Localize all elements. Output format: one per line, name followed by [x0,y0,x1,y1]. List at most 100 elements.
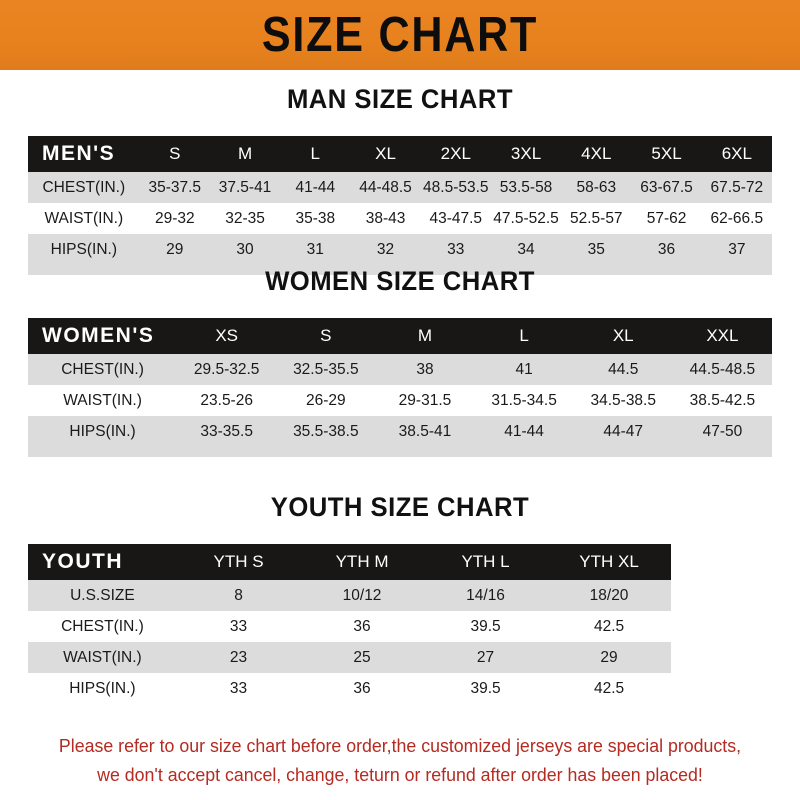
youth-cell: 33 [176,611,301,642]
women-row-label: WAIST(IN.) [28,385,178,416]
youth-size-header-2: YTH M [300,544,424,580]
women-table-row: CHEST(IN.) 29.5-32.5 32.5-35.5 38 41 44.5 44.5… [28,354,772,385]
youth-size-table: YOUTH YTH S YTH M YTH L YTH XL U.S.SIZE 8 10/… [28,544,772,704]
youth-cell: 42.5 [547,611,671,642]
youth-cell: 14/16 [423,580,548,611]
men-row-label: CHEST(IN.) [28,172,140,203]
youth-corner-label: YOUTH [28,544,177,580]
youth-cell: 39.5 [423,611,548,642]
women-cell: 23.5-26 [177,385,277,416]
page-title: SIZE CHART [261,7,539,62]
youth-cell: 42.5 [547,673,671,704]
women-size-header-2: S [276,318,376,354]
women-section-title: WOMEN SIZE CHART [265,266,535,296]
men-size-header-4: XL [350,136,421,172]
youth-size-header-4: YTH XL [547,544,671,580]
men-row-label: HIPS(IN.) [28,234,140,265]
disclaimer-note: Please refer to our size chart before or… [16,732,784,789]
youth-table-tail [28,704,772,714]
youth-cell: 18/20 [547,580,671,611]
women-cell: 44-47 [573,416,673,447]
men-cell: 33 [420,234,491,265]
women-table-body: CHEST(IN.) 29.5-32.5 32.5-35.5 38 41 44.5 44.5… [28,354,772,447]
men-cell: 30 [209,234,281,265]
women-cell: 34.5-38.5 [573,385,673,416]
men-size-header-6: 3XL [490,136,562,172]
women-cell: 35.5-38.5 [276,416,376,447]
women-cell: 47-50 [672,416,772,447]
youth-size-header-3: YTH L [423,544,548,580]
men-size-header-2: M [209,136,281,172]
women-size-header-1: XS [177,318,277,354]
women-size-table: WOMEN'S XS S M L XL XXL CHEST(IN.) 29.5-32.5 32… [28,318,772,447]
women-cell: 33-35.5 [177,416,277,447]
youth-row-spacer [670,673,772,704]
youth-table-row: HIPS(IN.) 33 36 39.5 42.5 [28,673,772,704]
youth-size-table-wrapper: YOUTH YTH S YTH M YTH L YTH XL U.S.SIZE 8 10/… [28,544,772,714]
men-size-header-1: S [139,136,210,172]
men-cell: 48.5-53.5 [420,172,491,203]
youth-table-row: U.S.SIZE 8 10/12 14/16 18/20 [28,580,772,611]
men-cell: 35-37.5 [139,172,210,203]
men-size-header-8: 5XL [631,136,702,172]
women-cell: 38.5-42.5 [672,385,772,416]
men-cell: 32-35 [209,203,281,234]
men-cell: 41-44 [280,172,351,203]
men-cell: 63-67.5 [631,172,702,203]
youth-table-row: CHEST(IN.) 33 36 39.5 42.5 [28,611,772,642]
women-cell: 44.5-48.5 [672,354,772,385]
youth-cell: 36 [300,611,424,642]
men-cell: 62-66.5 [701,203,772,234]
women-size-header-5: XL [573,318,673,354]
men-table-row: HIPS(IN.) 29 30 31 32 33 34 35 36 37 [28,234,772,265]
women-cell: 29-31.5 [375,385,475,416]
men-size-header-5: 2XL [420,136,491,172]
youth-row-label: U.S.SIZE [28,580,177,611]
men-size-table-wrapper: MEN'S S M L XL 2XL 3XL 4XL 5XL 6XL CHEST(IN.) 35-… [28,136,772,275]
men-table-tail [28,265,772,275]
youth-table-row: WAIST(IN.) 23 25 27 29 [28,642,772,673]
disclaimer-line-1: Please refer to our size chart before or… [58,735,742,756]
youth-cell: 10/12 [300,580,424,611]
women-corner-label: WOMEN'S [28,318,178,354]
youth-cell: 36 [300,673,424,704]
women-cell: 29.5-32.5 [177,354,277,385]
men-cell: 38-43 [350,203,421,234]
youth-row-spacer [670,580,772,611]
men-cell: 29 [139,234,210,265]
women-cell: 38 [375,354,475,385]
men-table-header-row: MEN'S S M L XL 2XL 3XL 4XL 5XL 6XL [28,136,772,172]
men-cell: 43-47.5 [420,203,491,234]
men-cell: 37 [701,234,772,265]
men-corner-label: MEN'S [28,136,140,172]
men-cell: 44-48.5 [350,172,421,203]
men-cell: 58-63 [561,172,632,203]
men-cell: 34 [490,234,562,265]
men-cell: 29-32 [139,203,210,234]
men-table-row: CHEST(IN.) 35-37.5 37.5-41 41-44 44-48.5 48.5… [28,172,772,203]
women-table-tail [28,447,772,457]
men-cell: 35-38 [280,203,351,234]
women-size-header-3: M [375,318,475,354]
men-section-title: MAN SIZE CHART [286,84,514,114]
men-cell: 53.5-58 [490,172,562,203]
youth-cell: 27 [423,642,548,673]
women-cell: 44.5 [573,354,673,385]
men-table-body: CHEST(IN.) 35-37.5 37.5-41 41-44 44-48.5 48.5… [28,172,772,265]
men-size-header-9: 6XL [701,136,772,172]
men-cell: 67.5-72 [701,172,772,203]
men-cell: 57-62 [631,203,702,234]
women-size-header-6: XXL [672,318,772,354]
women-cell: 26-29 [276,385,376,416]
women-row-label: HIPS(IN.) [28,416,178,447]
youth-cell: 33 [176,673,301,704]
youth-row-spacer [670,642,772,673]
youth-cell: 23 [176,642,301,673]
page-banner: SIZE CHART [0,0,800,70]
women-cell: 32.5-35.5 [276,354,376,385]
women-cell: 38.5-41 [375,416,475,447]
men-cell: 36 [631,234,702,265]
men-size-header-7: 4XL [561,136,632,172]
youth-cell: 39.5 [423,673,548,704]
